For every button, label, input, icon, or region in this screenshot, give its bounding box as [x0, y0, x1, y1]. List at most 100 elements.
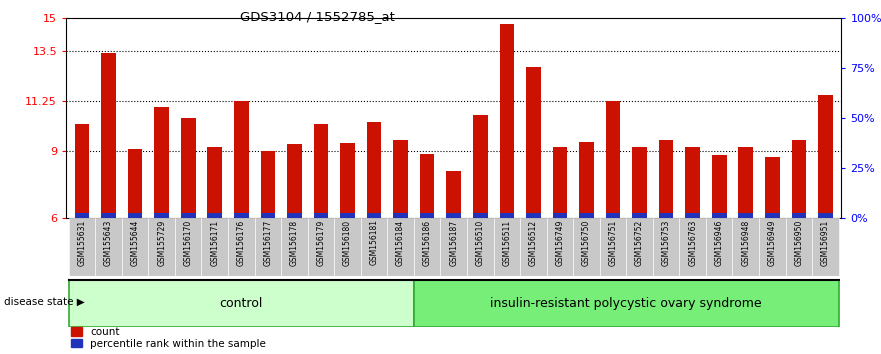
Bar: [261, 213, 275, 218]
Bar: [69, 280, 414, 327]
Bar: [69, 218, 95, 276]
Bar: [738, 213, 753, 218]
Bar: [95, 218, 122, 276]
Bar: [706, 218, 732, 276]
Bar: [765, 156, 780, 218]
Bar: [207, 147, 222, 218]
Bar: [473, 115, 487, 218]
Bar: [175, 218, 202, 276]
Text: GSM156946: GSM156946: [714, 219, 723, 266]
Text: GSM156951: GSM156951: [821, 219, 830, 266]
Bar: [659, 213, 673, 218]
Bar: [467, 218, 493, 276]
Bar: [633, 213, 647, 218]
Bar: [414, 280, 839, 327]
Text: GSM155643: GSM155643: [104, 219, 113, 266]
Text: GSM156511: GSM156511: [502, 219, 511, 266]
Bar: [493, 218, 520, 276]
Bar: [181, 213, 196, 218]
Bar: [393, 140, 408, 218]
Bar: [148, 218, 175, 276]
Text: GSM156171: GSM156171: [211, 219, 219, 266]
Bar: [579, 142, 594, 218]
Bar: [712, 155, 727, 218]
Text: GSM156949: GSM156949: [768, 219, 777, 266]
Bar: [101, 53, 116, 218]
Bar: [255, 218, 281, 276]
Bar: [520, 218, 546, 276]
Bar: [75, 213, 89, 218]
Bar: [679, 218, 706, 276]
Bar: [447, 213, 461, 218]
Bar: [786, 218, 812, 276]
Text: GSM156178: GSM156178: [290, 219, 299, 266]
Text: GSM156950: GSM156950: [795, 219, 803, 266]
Bar: [500, 24, 515, 218]
Bar: [552, 213, 567, 218]
Text: insulin-resistant polycystic ovary syndrome: insulin-resistant polycystic ovary syndr…: [491, 297, 762, 310]
Bar: [420, 213, 434, 218]
Bar: [414, 218, 440, 276]
Text: GSM156179: GSM156179: [316, 219, 325, 266]
Bar: [202, 218, 228, 276]
Bar: [600, 218, 626, 276]
Bar: [307, 218, 334, 276]
Bar: [738, 147, 753, 218]
Bar: [552, 147, 567, 218]
Bar: [75, 124, 89, 218]
Bar: [818, 213, 833, 218]
Text: GSM155729: GSM155729: [157, 219, 167, 266]
Text: GSM156948: GSM156948: [741, 219, 751, 266]
Text: GSM156177: GSM156177: [263, 219, 272, 266]
Bar: [626, 218, 653, 276]
Bar: [128, 213, 143, 218]
Bar: [128, 149, 143, 218]
Bar: [765, 213, 780, 218]
Bar: [447, 171, 461, 218]
Text: disease state ▶: disease state ▶: [4, 297, 85, 307]
Text: GSM156180: GSM156180: [343, 219, 352, 266]
Bar: [234, 213, 248, 218]
Bar: [207, 213, 222, 218]
Text: GSM156187: GSM156187: [449, 219, 458, 266]
Text: GSM156170: GSM156170: [184, 219, 193, 266]
Bar: [314, 213, 329, 218]
Bar: [228, 218, 255, 276]
Text: GSM155644: GSM155644: [130, 219, 139, 266]
Bar: [759, 218, 786, 276]
Bar: [653, 218, 679, 276]
Text: GSM156512: GSM156512: [529, 219, 538, 266]
Text: control: control: [219, 297, 263, 310]
Text: GSM155631: GSM155631: [78, 219, 86, 266]
Bar: [154, 213, 169, 218]
Bar: [122, 218, 148, 276]
Bar: [393, 213, 408, 218]
Bar: [818, 96, 833, 218]
Bar: [812, 218, 839, 276]
Bar: [579, 213, 594, 218]
Text: GSM156176: GSM156176: [237, 219, 246, 266]
Bar: [366, 122, 381, 218]
Bar: [526, 213, 541, 218]
Bar: [526, 67, 541, 218]
Text: GDS3104 / 1552785_at: GDS3104 / 1552785_at: [240, 10, 395, 23]
Bar: [366, 213, 381, 218]
Bar: [685, 147, 700, 218]
Text: GSM156753: GSM156753: [662, 219, 670, 266]
Text: GSM156186: GSM156186: [423, 219, 432, 266]
Bar: [261, 151, 275, 218]
Bar: [334, 218, 361, 276]
Bar: [791, 140, 806, 218]
Bar: [361, 218, 388, 276]
Bar: [388, 218, 414, 276]
Bar: [234, 101, 248, 218]
Bar: [606, 213, 620, 218]
Text: GSM156510: GSM156510: [476, 219, 485, 266]
Bar: [314, 124, 329, 218]
Bar: [420, 154, 434, 218]
Text: GSM156751: GSM156751: [609, 219, 618, 266]
Text: GSM156763: GSM156763: [688, 219, 697, 266]
Bar: [574, 218, 600, 276]
Bar: [791, 213, 806, 218]
Text: GSM156749: GSM156749: [555, 219, 565, 266]
